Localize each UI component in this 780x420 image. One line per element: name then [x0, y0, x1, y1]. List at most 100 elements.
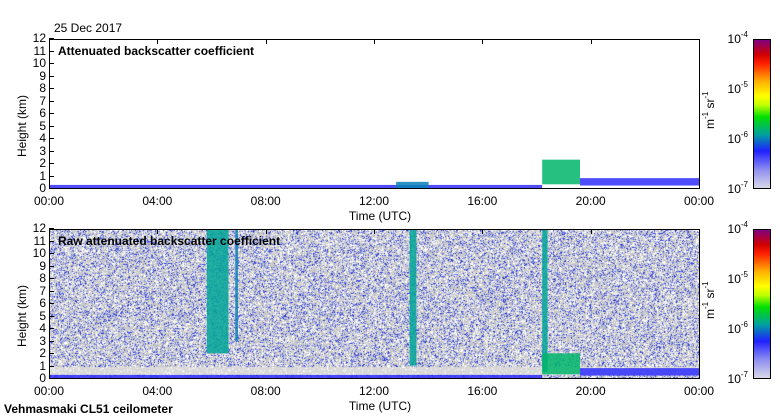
y-tick-mark	[49, 340, 54, 342]
y-axis-label: Height (km)	[15, 94, 29, 157]
panel-title: Attenuated backscatter coefficient	[58, 44, 255, 58]
x-tick-mark	[265, 229, 267, 234]
heatmap-feature-boundary-layer-late	[580, 178, 699, 186]
x-tick-label: 04:00	[142, 384, 173, 398]
y-tick-mark	[49, 50, 54, 52]
heatmap-feature-cloud-column-18h	[542, 230, 548, 372]
tick-exponent: -6	[740, 130, 748, 139]
x-tick-label: 12:00	[358, 194, 390, 208]
y-tick-mark	[49, 240, 54, 242]
y-tick-mark	[49, 315, 54, 317]
tick-base: 10	[727, 272, 741, 286]
tick-base: 10	[727, 322, 741, 336]
y-tick-label: 12	[32, 31, 46, 45]
y-tick-mark	[49, 365, 54, 367]
date-label: 25 Dec 2017	[54, 21, 123, 35]
x-tick-label: 08:00	[250, 384, 281, 398]
colorbar-tick-label: 10-7	[718, 180, 748, 196]
attenuated-backscatter-panel: Attenuated backscatter coefficient	[49, 39, 700, 189]
tick-base: 10	[727, 182, 741, 196]
colorbar-tick-label: 10-7	[718, 370, 748, 386]
heatmap-feature-cloud-column-6h	[206, 230, 229, 354]
y-tick-label: 5	[39, 308, 46, 323]
x-tick-label: 16:00	[467, 194, 498, 208]
y-tick-mark	[49, 138, 54, 139]
unit-exp: -1	[701, 91, 710, 99]
x-tick-mark	[157, 229, 159, 234]
x-tick-mark	[482, 39, 484, 44]
panel-title: Raw attenuated backscatter coefficient	[58, 234, 281, 248]
x-tick-label: 00:00	[683, 194, 715, 208]
y-tick-label: 9	[39, 258, 46, 273]
x-tick-label: 08:00	[250, 194, 281, 208]
y-tick-label: 12	[32, 221, 46, 235]
x-tick-mark	[699, 229, 700, 234]
y-tick-mark	[49, 113, 54, 114]
y-tick-label: 11	[33, 233, 46, 248]
y-tick-mark	[49, 150, 54, 152]
heatmap-canvas	[50, 230, 699, 378]
colorbar-tick-label: 10-4	[718, 221, 748, 236]
x-tick-mark	[374, 39, 375, 44]
y-tick-label: 3	[39, 333, 46, 348]
x-tick-mark	[49, 229, 50, 234]
unit-m: m	[703, 309, 717, 319]
y-tick-label: 8	[39, 81, 46, 95]
y-tick-mark	[49, 188, 54, 189]
tick-exponent: -7	[740, 180, 748, 189]
y-tick-label: 4	[39, 321, 46, 335]
x-tick-label: 12:00	[358, 384, 390, 398]
heatmap-feature-aerosol-near-13h	[396, 181, 429, 188]
tick-exponent: -7	[740, 370, 748, 379]
tick-base: 10	[727, 132, 741, 146]
raw-backscatter-panel: Raw attenuated backscatter coefficient	[49, 229, 700, 379]
y-tick-label: 10	[32, 56, 46, 70]
tick-exponent: -4	[740, 30, 748, 39]
heatmap-feature-boundary-layer-late	[580, 368, 699, 376]
y-tick-mark	[49, 328, 54, 329]
y-tick-mark	[49, 38, 54, 39]
heatmap-features	[50, 159, 699, 188]
colorbar-tick-label: 10-6	[718, 130, 748, 146]
tick-exponent: -5	[740, 270, 748, 279]
unit-sr: sr	[703, 288, 717, 302]
y-tick-label: 10	[32, 246, 46, 260]
x-tick-mark	[590, 39, 592, 44]
y-tick-mark	[49, 303, 54, 304]
y-tick-mark	[49, 163, 54, 164]
colorbar-tick-label: 10-5	[718, 270, 748, 286]
y-tick-label: 2	[39, 156, 46, 170]
colorbar-tick-label: 10-5	[718, 81, 748, 96]
y-tick-mark	[49, 253, 54, 254]
heatmap-feature-cloud-column-13h	[409, 230, 417, 366]
unit-exp: -1	[701, 301, 710, 309]
y-tick-label: 1	[39, 168, 46, 183]
colorbar	[753, 229, 771, 379]
x-tick-mark	[590, 229, 592, 234]
y-tick-mark	[49, 265, 54, 267]
x-tick-label: 16:00	[467, 384, 498, 398]
y-tick-label: 7	[39, 283, 46, 298]
tick-base: 10	[727, 82, 741, 96]
y-tick-label: 7	[39, 93, 46, 108]
y-tick-label: 1	[39, 358, 46, 373]
x-tick-label: 20:00	[575, 194, 606, 208]
y-tick-label: 5	[39, 118, 46, 133]
heatmap-features	[50, 230, 699, 378]
colorbar-unit-label: m-1 sr-1	[701, 281, 717, 319]
colorbar-tick-label: 10-6	[718, 321, 748, 336]
y-tick-label: 0	[39, 371, 46, 385]
x-tick-label: 00:00	[33, 384, 65, 398]
y-tick-mark	[49, 378, 54, 379]
heatmap-feature-surface-layer	[50, 374, 543, 378]
x-tick-mark	[374, 229, 375, 234]
instrument-label: Vehmasmaki CL51 ceilometer	[4, 402, 173, 416]
heatmap-feature-low-cloud	[542, 159, 581, 185]
y-tick-label: 6	[39, 296, 46, 310]
unit-exp: -1	[701, 111, 710, 119]
y-tick-mark	[49, 63, 54, 64]
x-axis-label: Time (UTC)	[348, 399, 412, 413]
tick-base: 10	[727, 372, 741, 386]
tick-base: 10	[727, 222, 741, 236]
unit-exp: -1	[701, 281, 710, 289]
